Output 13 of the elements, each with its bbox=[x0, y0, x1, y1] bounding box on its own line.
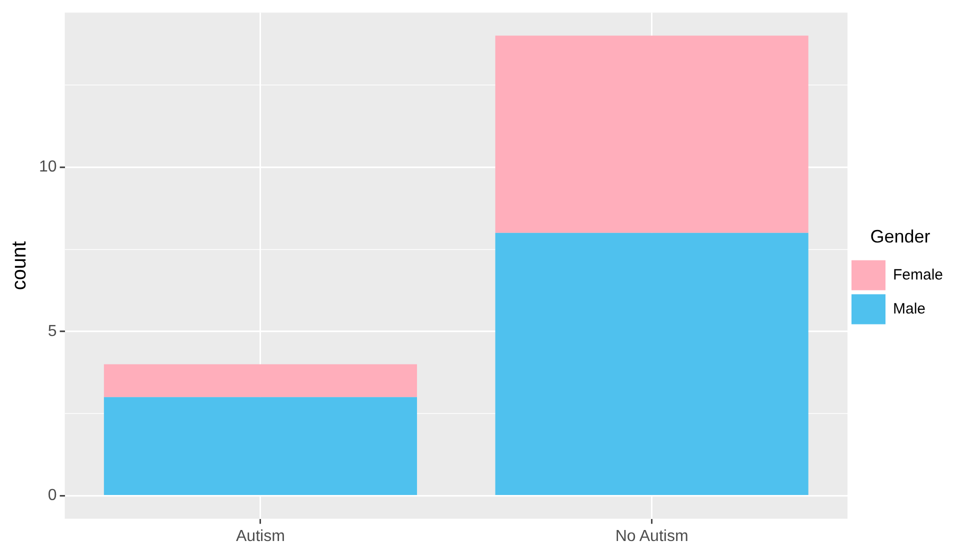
legend-label: Male bbox=[892, 300, 926, 318]
bar bbox=[104, 397, 418, 495]
y-tick-label: 0 bbox=[48, 487, 57, 504]
x-tick-label: No Autism bbox=[615, 528, 688, 545]
y-axis-title: count bbox=[8, 240, 31, 290]
legend-label: Female bbox=[892, 266, 944, 284]
bar bbox=[495, 36, 808, 233]
legend-title: Gender bbox=[870, 226, 930, 247]
x-tick-label: Autism bbox=[236, 528, 285, 545]
y-tick-label: 10 bbox=[39, 158, 57, 176]
bar bbox=[104, 364, 418, 398]
y-tick-label: 5 bbox=[48, 322, 57, 340]
bar bbox=[495, 232, 808, 495]
